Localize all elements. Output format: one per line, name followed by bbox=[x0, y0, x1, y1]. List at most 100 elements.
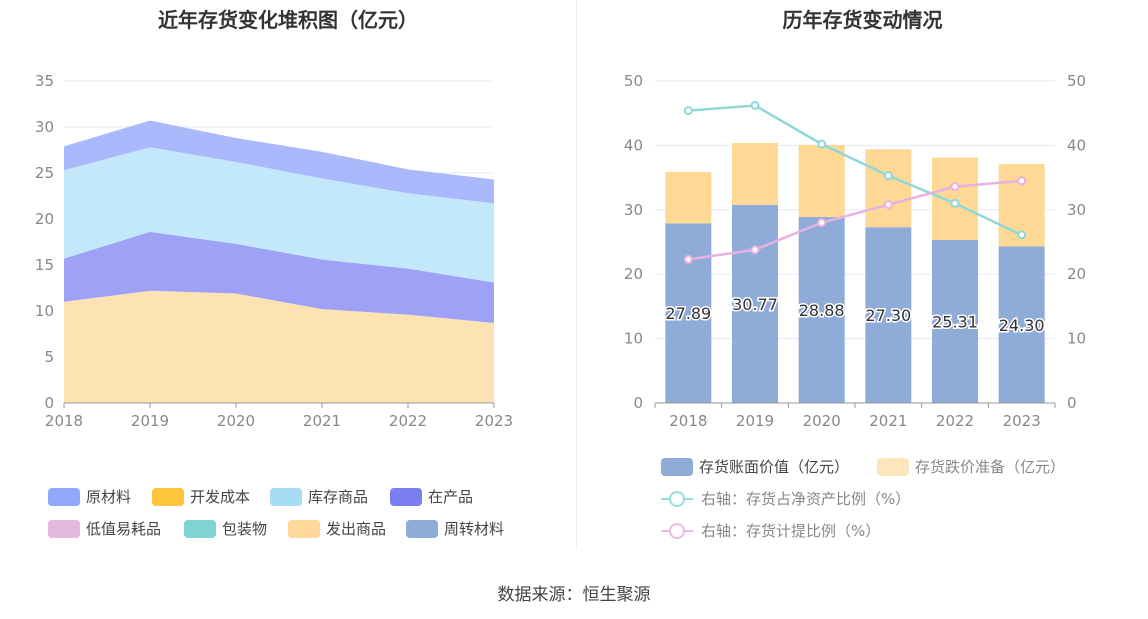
y-tick-label: 25 bbox=[35, 164, 54, 182]
bar-impairment bbox=[865, 149, 912, 228]
legend-label: 包装物 bbox=[222, 520, 268, 538]
bar-book-value bbox=[798, 217, 845, 403]
legend-swatch bbox=[877, 457, 909, 476]
legend-label: 存货账面价值（亿元） bbox=[699, 458, 850, 476]
legend-swatch bbox=[184, 519, 216, 538]
y2-tick-label: 30 bbox=[1067, 201, 1086, 219]
x-tick-label: 2018 bbox=[45, 412, 83, 430]
line-point bbox=[683, 106, 693, 116]
y2-tick-label: 10 bbox=[1067, 330, 1086, 348]
bar-book-value bbox=[732, 204, 778, 403]
line-point bbox=[817, 218, 827, 228]
legend-label: 低值易耗品 bbox=[86, 520, 162, 538]
area-series-1 bbox=[64, 290, 494, 403]
y-tick-label: 35 bbox=[35, 72, 54, 90]
line-point bbox=[683, 254, 693, 264]
y-tick-label: 10 bbox=[35, 302, 54, 320]
legend-label: 开发成本 bbox=[190, 488, 251, 506]
line-point bbox=[817, 139, 827, 149]
legend-item[interactable]: 包装物 bbox=[184, 518, 267, 539]
x-tick-label: 2020 bbox=[217, 412, 255, 430]
y-tick-label: 30 bbox=[35, 118, 54, 136]
y2-tick-label: 40 bbox=[1067, 136, 1086, 154]
legend-item[interactable]: 原材料 bbox=[48, 486, 131, 507]
bar-book-value bbox=[865, 227, 912, 403]
bar-data-label: 27.89 bbox=[665, 304, 711, 323]
x-tick-label: 2021 bbox=[869, 412, 907, 430]
legend-label: 周转材料 bbox=[444, 520, 505, 538]
left-legend: 原材料 开发成本 库存商品 在产品低值易耗品 包装物 发出商品 周转材料 bbox=[0, 0, 576, 550]
data-source: 数据来源：恒生聚源 bbox=[497, 585, 651, 605]
y-tick-label: 5 bbox=[44, 348, 54, 366]
legend-item[interactable]: 右轴：存货占净资产比例（%） bbox=[661, 488, 910, 509]
x-tick-label: 2023 bbox=[1003, 412, 1041, 430]
area-series-3 bbox=[64, 147, 494, 283]
bar-data-label: 24.30 bbox=[999, 316, 1045, 335]
legend-label: 右轴：存货计提比例（%） bbox=[701, 522, 881, 540]
panel-divider bbox=[576, 0, 577, 550]
x-tick-label: 2020 bbox=[803, 412, 841, 430]
x-tick-label: 2022 bbox=[389, 412, 427, 430]
legend-swatch bbox=[152, 487, 184, 506]
legend-label: 原材料 bbox=[86, 488, 132, 506]
legend-item[interactable]: 周转材料 bbox=[406, 518, 504, 539]
line-point bbox=[1017, 230, 1027, 240]
stacked-area-chart: 0 5 10 15 20 25 30 35 2018 2019 2020 2021 2022 2023 bbox=[35, 72, 513, 430]
y-tick-label: 0 bbox=[44, 394, 54, 412]
legend-item[interactable]: 存货跌价准备（亿元） bbox=[877, 456, 1065, 477]
bar-impairment bbox=[932, 157, 978, 241]
line-point bbox=[1017, 176, 1027, 186]
y-tick-label: 20 bbox=[624, 265, 643, 283]
legend-swatch bbox=[270, 487, 302, 506]
legend-label: 右轴：存货占净资产比例（%） bbox=[701, 490, 911, 508]
x-tick-label: 2023 bbox=[475, 412, 513, 430]
x-tick-label: 2018 bbox=[669, 412, 707, 430]
area-series-2 bbox=[64, 231, 494, 323]
bar-impairment bbox=[665, 171, 712, 224]
area-series-4 bbox=[64, 120, 494, 204]
legend-swatch bbox=[406, 519, 438, 538]
y-tick-label: 50 bbox=[624, 72, 643, 90]
legend-label: 发出商品 bbox=[326, 520, 387, 538]
y2-tick-label: 50 bbox=[1067, 72, 1086, 90]
legend-swatch bbox=[288, 519, 320, 538]
legend-swatch bbox=[48, 487, 80, 506]
legend-item[interactable]: 开发成本 bbox=[152, 486, 250, 507]
line-point bbox=[750, 245, 760, 255]
line-series-1 bbox=[688, 104, 1023, 237]
legend-swatch bbox=[661, 457, 693, 476]
legend-label: 存货跌价准备（亿元） bbox=[915, 458, 1066, 476]
y-tick-label: 20 bbox=[35, 210, 54, 228]
legend-swatch bbox=[48, 519, 80, 538]
x-tick-label: 2019 bbox=[736, 412, 774, 430]
legend-swatch bbox=[661, 490, 693, 508]
legend-marker bbox=[669, 490, 685, 507]
legend-item[interactable]: 发出商品 bbox=[288, 518, 386, 539]
line-point bbox=[950, 182, 960, 192]
bar-book-value bbox=[998, 246, 1045, 403]
bar-data-label: 27.30 bbox=[865, 306, 911, 325]
y-tick-label: 10 bbox=[624, 330, 643, 348]
left-chart-title: 近年存货变化堆积图（亿元） bbox=[158, 8, 418, 32]
bar-book-value bbox=[932, 240, 978, 403]
right-chart-title: 历年存货变动情况 bbox=[782, 8, 943, 32]
legend-item[interactable]: 在产品 bbox=[390, 486, 473, 507]
legend-marker bbox=[669, 522, 685, 539]
x-tick-label: 2022 bbox=[936, 412, 974, 430]
legend-item[interactable]: 存货账面价值（亿元） bbox=[661, 456, 849, 477]
legend-swatch bbox=[390, 487, 422, 506]
x-tick-label: 2019 bbox=[131, 412, 169, 430]
legend-label: 库存商品 bbox=[308, 488, 369, 506]
line-point bbox=[750, 100, 760, 110]
y-tick-label: 40 bbox=[624, 136, 643, 154]
legend-item[interactable]: 低值易耗品 bbox=[48, 518, 161, 539]
y2-tick-label: 20 bbox=[1067, 265, 1086, 283]
y-tick-label: 15 bbox=[35, 256, 54, 274]
legend-item[interactable]: 右轴：存货计提比例（%） bbox=[661, 520, 880, 541]
bar-impairment bbox=[798, 144, 845, 218]
legend-item[interactable]: 库存商品 bbox=[270, 486, 368, 507]
bar-impairment bbox=[732, 143, 778, 205]
line-point bbox=[950, 198, 960, 208]
line-series-2 bbox=[688, 179, 1022, 261]
